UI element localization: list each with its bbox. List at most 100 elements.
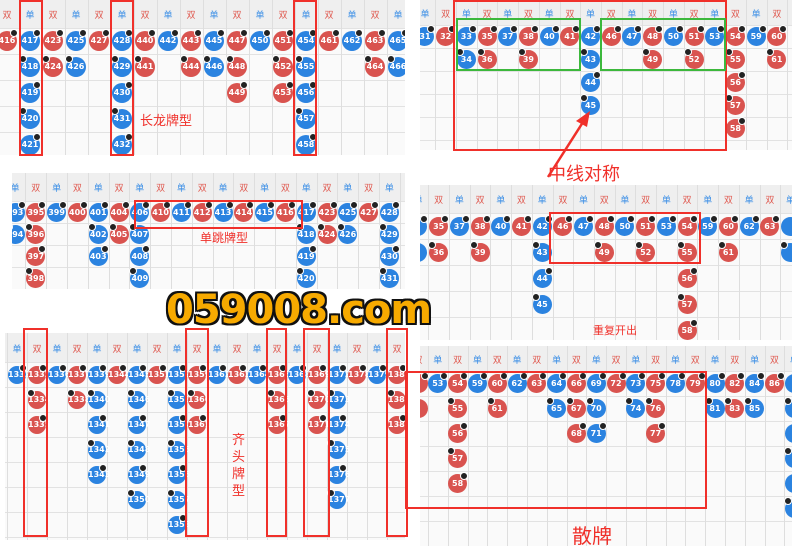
count-badge-icon [199,413,207,422]
column-header: 单 [218,184,228,194]
column-header: 单 [703,196,713,206]
blue-ball [420,216,428,236]
count-badge-icon [79,363,87,372]
grid-line [399,173,401,289]
blue-ball: 465 [388,31,405,51]
grid-line [108,173,110,289]
count-badge-icon [642,48,651,56]
column-header: 双 [523,9,533,20]
count-badge-icon [447,397,456,405]
grid-line [5,437,405,438]
bead-road-panel-midline-symmetry: 单 31 双 32 单 33 34 双 35 36 单 37 双 38 39 单 40 双 41 单 42 43 44 45 双… [420,0,792,150]
count-badge-icon [65,55,73,63]
column-header: 双 [192,344,202,355]
grid-line [546,346,548,546]
grid-line [420,265,792,266]
count-badge-icon [159,363,167,372]
column-header: 双 [690,355,700,366]
count-badge-icon [544,266,553,275]
column-header: 单 [454,196,464,206]
column-header: 双 [492,355,502,366]
count-badge-icon [613,25,622,33]
grid-line [456,0,457,150]
column-header: 双 [730,9,740,20]
column-header: 双 [140,11,150,21]
column-header: 单 [172,344,182,355]
bead-road-panel-long-dragon: 双 416 单 417 418 419 420 421 双 423 424 单 425 426 双 427 单 4… [0,0,405,155]
count-badge-icon [551,25,560,33]
count-badge-icon [203,55,211,63]
grid-line [67,333,68,540]
count-badge-icon [226,55,234,63]
grid-line [358,173,360,289]
count-badge-icon [38,200,47,209]
column-header: 单 [209,11,219,21]
grid-line [150,173,152,289]
column-header: 双 [606,9,616,20]
column-header: 单 [176,184,186,194]
grid-line [307,333,308,540]
count-badge-icon [378,29,386,37]
grid-line [621,0,623,150]
grid-line [316,173,318,289]
count-badge-icon [689,266,698,275]
count-badge-icon [339,363,347,372]
blue-ball [784,399,792,418]
count-badge-icon [319,363,327,372]
count-badge-icon [148,29,156,37]
column-header: 单 [579,196,589,206]
count-badge-icon [33,29,41,37]
count-badge-icon [461,214,470,223]
column-header: 单 [750,355,760,366]
column-header: 双 [232,344,242,355]
column-header: 单 [668,9,678,20]
count-badge-icon [676,292,685,301]
grid-line [171,173,172,289]
grid-line [490,185,492,340]
grid-line [5,512,405,513]
column-header: 单 [52,344,62,355]
count-badge-icon [531,240,540,249]
count-badge-icon [737,71,746,79]
column-header: 双 [278,11,288,21]
column-header: 单 [301,184,311,194]
count-badge-icon [316,222,325,231]
symmetry-box-left [456,18,581,71]
column-header: 双 [322,184,332,194]
column-header: 双 [239,184,249,194]
count-badge-icon [744,397,753,405]
grid-line [248,0,250,155]
grid-line [129,173,131,289]
grid-line [665,346,667,546]
column-header: 单 [591,355,601,366]
grid-line [625,346,627,546]
column-header: 双 [32,344,42,355]
count-badge-icon [99,463,107,472]
arrow-icon [546,111,590,178]
watermark-logo: 059008.com [166,287,432,333]
blue-ball [784,474,792,493]
count-badge-icon [100,200,109,209]
count-badge-icon [10,29,18,37]
grid-line [379,173,380,289]
count-badge-icon [99,363,107,372]
count-badge-icon [737,117,746,125]
count-badge-icon [689,214,698,223]
count-badge-icon [139,363,147,372]
count-badge-icon [717,240,726,249]
count-badge-icon [59,363,67,372]
column-header: 双 [94,11,104,21]
label-midline-symmetry: 中线对称 [548,164,620,185]
highlight-box [19,0,43,156]
column-header: 单 [92,344,102,355]
count-badge-icon [468,25,477,33]
grid-line [271,0,273,155]
column-header: 单 [163,11,173,21]
count-badge-icon [627,214,636,223]
column-header: 双 [72,344,82,355]
grid-line [212,173,214,289]
column-header: 单 [670,355,680,366]
count-badge-icon [391,244,400,253]
grid-line [511,185,513,340]
count-badge-icon [447,447,456,455]
